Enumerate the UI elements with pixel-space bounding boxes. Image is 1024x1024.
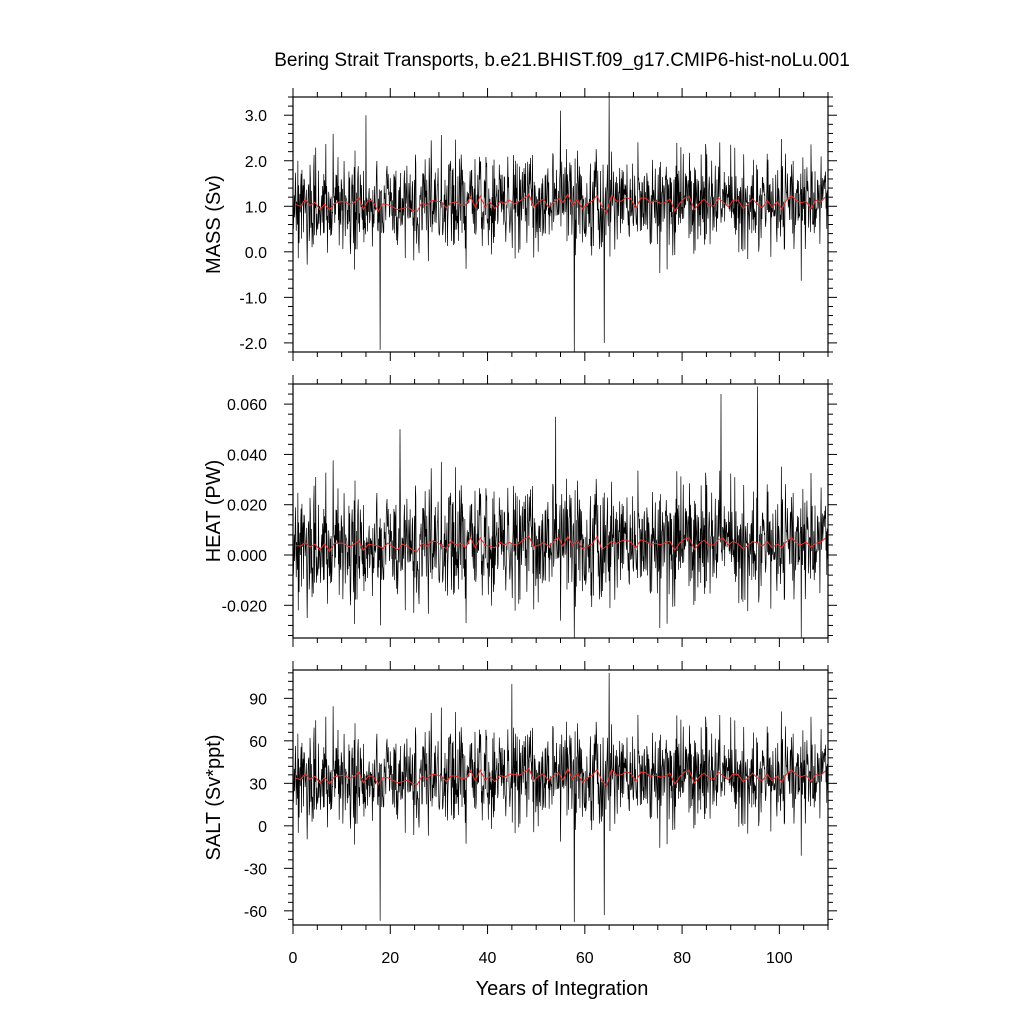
x-ticks [292, 88, 829, 361]
y-tick-label: 0.040 [227, 447, 267, 464]
y-axis-label: HEAT (PW) [203, 460, 225, 563]
x-tick-label: 20 [381, 950, 399, 967]
y-tick-label: 0.060 [227, 397, 267, 414]
panel-mass: -2.0 -1.0 0.0 1.0 2.0 3.0 MASS (Sv) [203, 88, 837, 361]
y-tick-label: 1.0 [245, 199, 267, 216]
x-tick-label: 40 [479, 950, 497, 967]
annual-mean-line [295, 767, 826, 787]
y-tick-label: -60 [244, 904, 267, 921]
monthly-series-line [293, 386, 828, 638]
y-axis-label: MASS (Sv) [203, 175, 225, 274]
y-tick-label: 3.0 [245, 108, 267, 125]
y-ticks [284, 383, 837, 636]
x-tick-label: 100 [766, 950, 793, 967]
y-tick-label: 0.020 [227, 498, 267, 515]
y-tick-label: 0 [258, 819, 267, 836]
panel-salt: -60 -30 0 30 60 90 SALT (Sv*ppt) 0 20 40 60 80 100 [203, 661, 837, 967]
x-tick-label: 80 [673, 950, 691, 967]
y-tick-label: -30 [244, 861, 267, 878]
y-ticks [284, 672, 837, 920]
annual-mean-line [295, 535, 826, 553]
y-tick-label: 0.0 [245, 245, 267, 262]
y-tick-label: 2.0 [245, 154, 267, 171]
y-tick-label: 60 [249, 734, 267, 751]
x-axis-label: Years of Integration [476, 978, 649, 1000]
y-axis-label: SALT (Sv*ppt) [203, 735, 225, 861]
x-ticks [292, 375, 829, 647]
monthly-series-line [293, 672, 828, 923]
y-tick-label: -0.020 [222, 598, 267, 615]
x-tick-label: 60 [576, 950, 594, 967]
annual-mean-line [295, 193, 826, 214]
y-tick-label: -2.0 [239, 336, 267, 353]
panel-heat: -0.020 0.000 0.020 0.040 0.060 HEAT (PW) [203, 375, 837, 647]
x-tick-label: 0 [289, 950, 298, 967]
y-tick-label: 90 [249, 691, 267, 708]
y-tick-label: 30 [249, 776, 267, 793]
monthly-series-line [293, 97, 828, 352]
chart-title: Bering Strait Transports, b.e21.BHIST.f0… [274, 50, 850, 71]
y-ticks [284, 96, 837, 353]
x-ticks [292, 661, 829, 934]
y-tick-label: -1.0 [239, 290, 267, 307]
y-tick-label: 0.000 [227, 548, 267, 565]
